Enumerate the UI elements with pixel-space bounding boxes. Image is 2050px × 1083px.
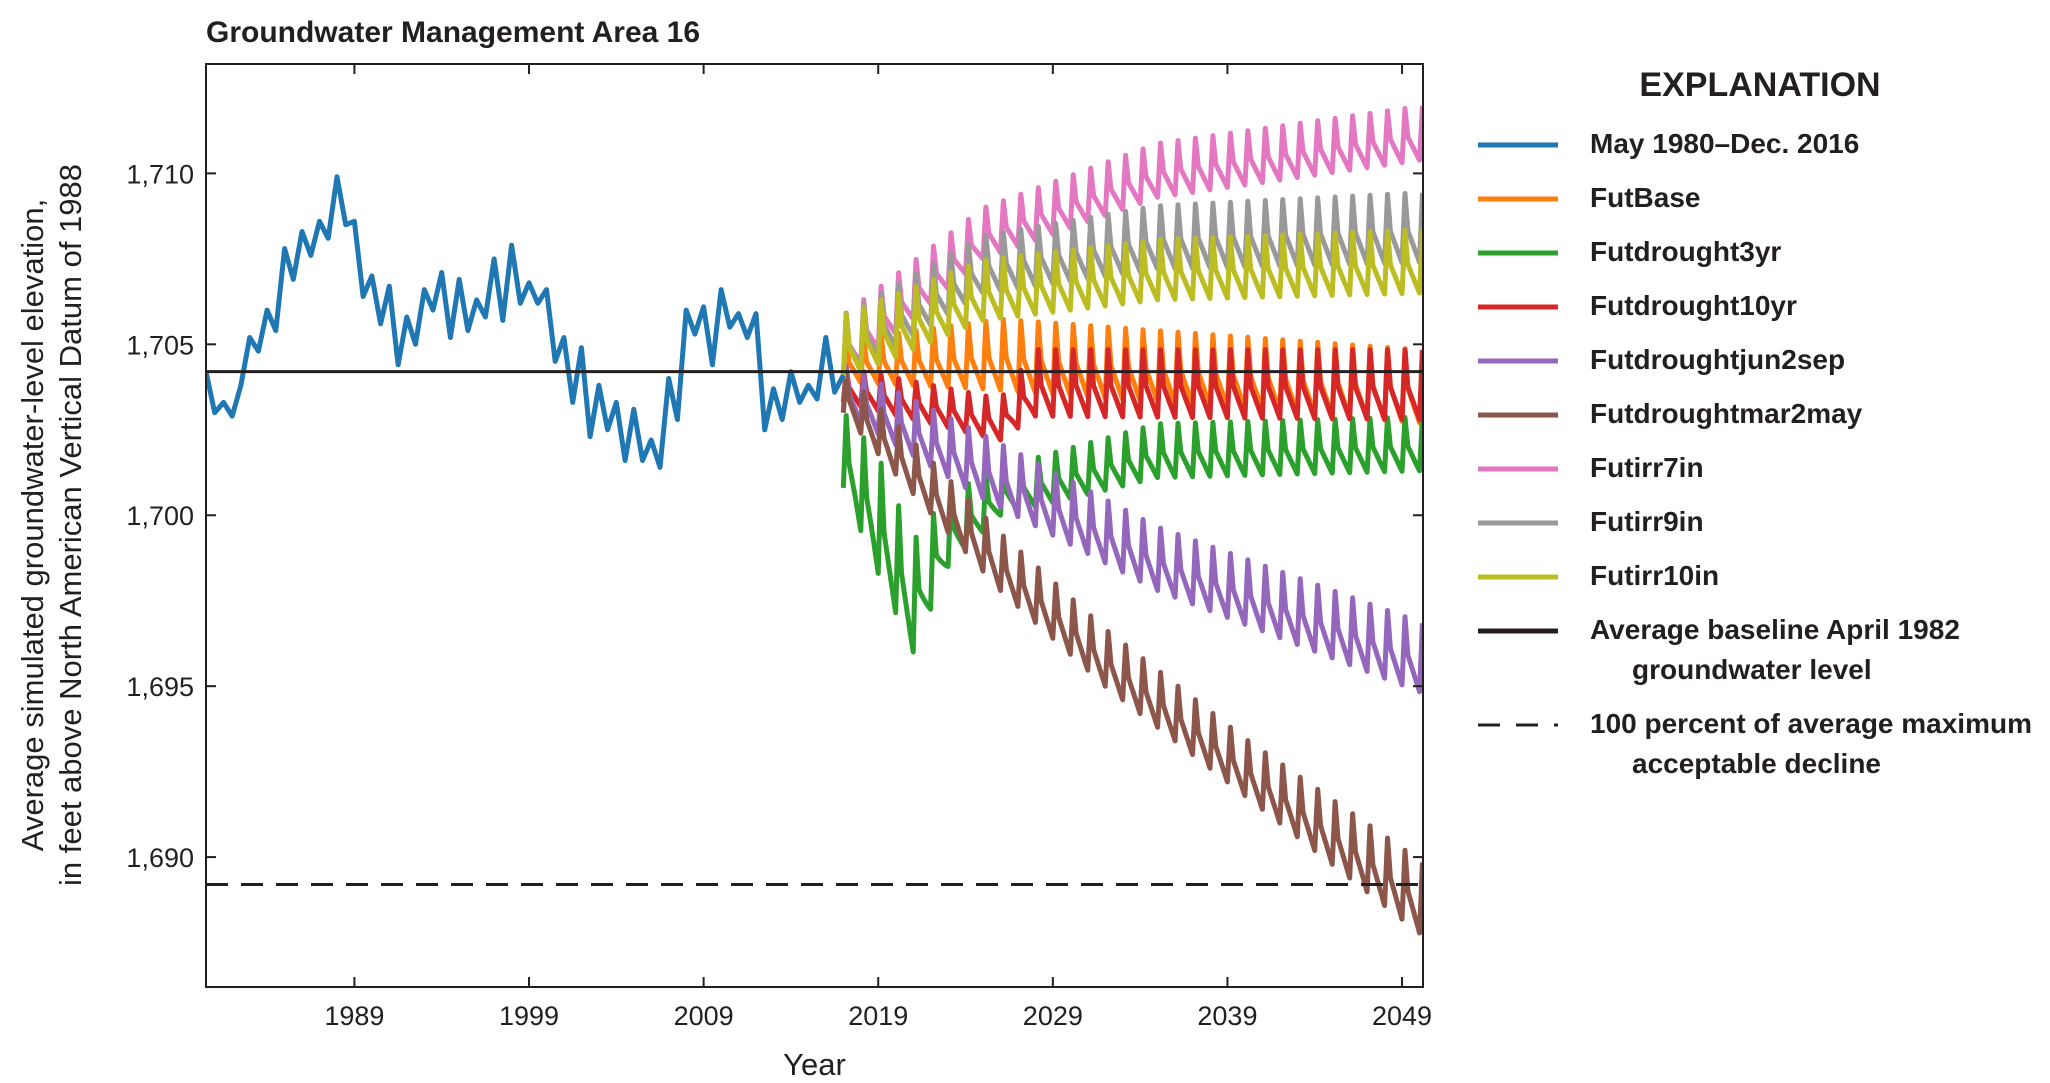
legend: EXPLANATION May 1980–Dec. 2016 FutBase Futd… xyxy=(1478,66,2032,779)
legend-label: groundwater level xyxy=(1632,654,1872,685)
y-tick-label: 1,695 xyxy=(126,672,194,702)
y-axis-label-line: Average simulated groundwater-level elev… xyxy=(15,199,50,852)
chart-title: Groundwater Management Area 16 xyxy=(206,16,700,49)
legend-label: 100 percent of average maximum xyxy=(1590,708,2032,739)
legend-label: May 1980–Dec. 2016 xyxy=(1590,128,1859,159)
plot-frame xyxy=(205,63,1424,988)
plot-area xyxy=(206,105,1423,936)
y-tick-label: 1,700 xyxy=(126,501,194,531)
legend-label: Futirr7in xyxy=(1590,452,1704,483)
series-futdroughtmar2may xyxy=(840,371,1423,936)
x-tick-label: 2029 xyxy=(1023,1001,1083,1031)
legend-label: Futirr9in xyxy=(1590,506,1704,537)
legend-label: Futirr10in xyxy=(1590,560,1719,591)
x-tick-label: 1999 xyxy=(499,1001,559,1031)
legend-label: acceptable decline xyxy=(1632,748,1881,779)
plot-series-group xyxy=(206,105,1423,936)
legend-title: EXPLANATION xyxy=(1639,66,1880,104)
series-futirr10in xyxy=(840,227,1423,379)
x-axis: 1989 1999 2009 2019 2029 2039 2049 xyxy=(324,64,1432,1031)
y-tick-label: 1,710 xyxy=(126,159,194,189)
y-axis-label: Average simulated groundwater-level elev… xyxy=(15,164,88,886)
y-axis: 1,690 1,695 1,700 1,705 1,710 xyxy=(126,159,1423,873)
legend-label: Futdrought10yr xyxy=(1590,290,1797,321)
y-axis-label-line: in feet above North American Vertical Da… xyxy=(53,164,88,886)
x-tick-label: 2009 xyxy=(674,1001,734,1031)
legend-label: Futdroughtjun2sep xyxy=(1590,344,1845,375)
series-futirr7in xyxy=(840,105,1423,379)
series-futirr9in xyxy=(840,191,1423,379)
legend-label: Futdroughtmar2may xyxy=(1590,398,1863,429)
y-tick-label: 1,705 xyxy=(126,330,194,360)
legend-label: Average baseline April 1982 xyxy=(1590,614,1960,645)
x-tick-label: 2019 xyxy=(848,1001,908,1031)
series-futdrought10yr xyxy=(840,347,1423,443)
y-tick-label: 1,690 xyxy=(126,843,194,873)
series-futdroughtjun2sep xyxy=(840,364,1423,695)
x-tick-label: 2049 xyxy=(1372,1001,1432,1031)
legend-label: FutBase xyxy=(1590,182,1700,213)
series-historical xyxy=(206,174,846,470)
series-futdrought3yr xyxy=(840,413,1423,655)
x-tick-label: 2039 xyxy=(1197,1001,1257,1031)
x-tick-label: 1989 xyxy=(324,1001,384,1031)
x-axis-label: Year xyxy=(783,1047,846,1082)
legend-label: Futdrought3yr xyxy=(1590,236,1781,267)
